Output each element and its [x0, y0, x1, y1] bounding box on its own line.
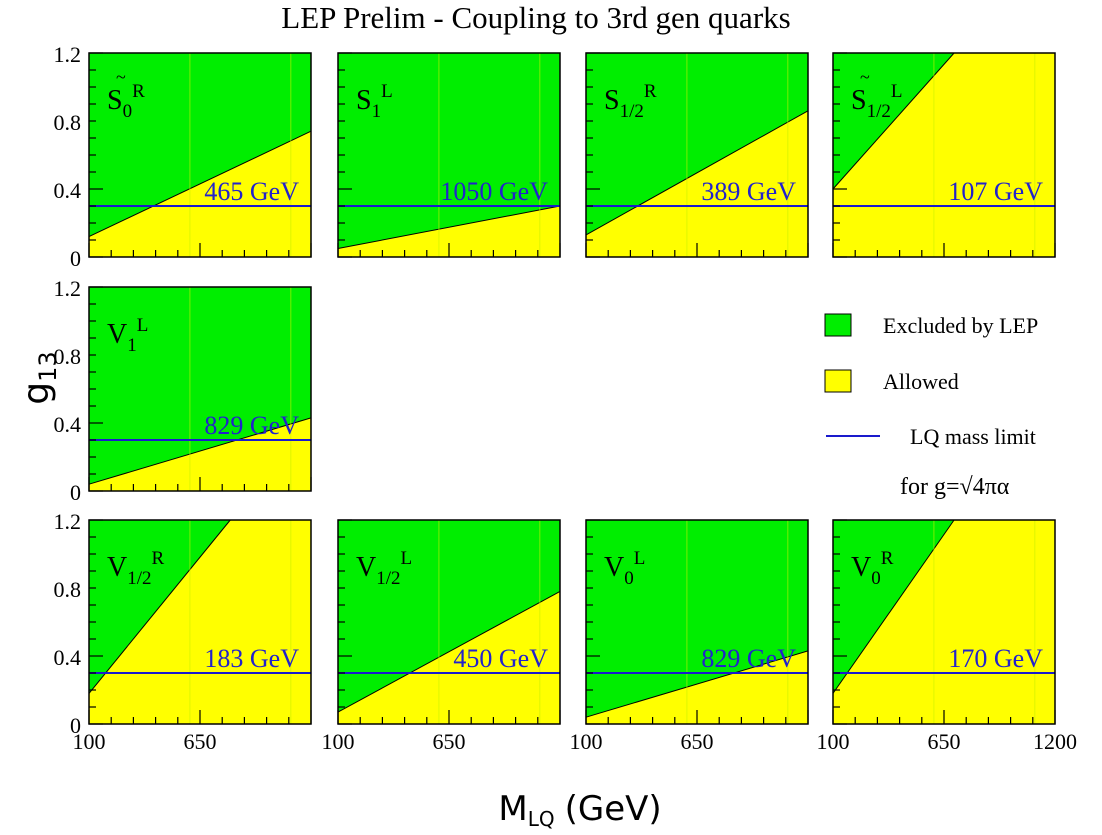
x-tick-label: 650	[681, 729, 714, 754]
y-tick-label: 0.8	[54, 110, 82, 135]
x-tick-label: 100	[570, 729, 603, 754]
y-tick-label: 0	[70, 480, 81, 505]
y-tick-label: 1.2	[54, 42, 82, 67]
y-axis-title: g13	[16, 351, 62, 404]
y-tick-label: 1.2	[54, 509, 82, 534]
x-tick-label: 650	[433, 729, 466, 754]
y-tick-label: 0.8	[54, 577, 82, 602]
mass-limit-label: 1050 GeV	[440, 177, 548, 206]
legend-label-limit: LQ mass limit	[910, 424, 1036, 449]
legend: Excluded by LEP Allowed LQ mass limit fo…	[825, 313, 1038, 500]
x-tick-label: 650	[184, 729, 217, 754]
y-axis-title-sub: 13	[34, 351, 62, 382]
mass-limit-label: 170 GeV	[948, 644, 1043, 673]
y-axis-title-main: g	[16, 382, 57, 405]
x-tick-label: 100	[817, 729, 850, 754]
svg-text:g13: g13	[16, 351, 62, 404]
x-tick-label: 1200	[1033, 729, 1077, 754]
legend-note: for g=√4πα	[900, 474, 1010, 500]
y-tick-label: 1.2	[54, 276, 82, 301]
x-tick-label: 650	[928, 729, 961, 754]
tilde-mark: ~	[116, 67, 126, 87]
mass-limit-label: 829 GeV	[701, 644, 796, 673]
svg-text:MLQ(GeV): MLQ (GeV)	[498, 789, 661, 831]
tilde-mark: ~	[860, 67, 870, 87]
x-axis-title-main: M	[498, 789, 527, 829]
mass-limit-label: 389 GeV	[701, 177, 796, 206]
y-tick-label: 0.4	[54, 412, 82, 437]
x-tick-label: 100	[73, 729, 106, 754]
x-tick-label: 100	[322, 729, 355, 754]
mass-limit-label: 465 GeV	[204, 177, 299, 206]
x-axis-title-sub: LQ	[528, 807, 555, 831]
x-axis-title-unit: (GeV)	[565, 789, 662, 829]
legend-label-excluded: Excluded by LEP	[883, 313, 1038, 338]
y-tick-label: 0	[70, 246, 81, 271]
mass-limit-label: 450 GeV	[453, 644, 548, 673]
mass-limit-label: 183 GeV	[204, 644, 299, 673]
legend-swatch-excluded	[825, 314, 851, 336]
legend-label-allowed: Allowed	[883, 369, 959, 394]
x-axis-title: MLQ (GeV)	[498, 789, 661, 831]
legend-swatch-allowed	[825, 370, 851, 392]
y-tick-label: 0.4	[54, 178, 82, 203]
mass-limit-label: 107 GeV	[948, 177, 1043, 206]
mass-limit-label: 829 GeV	[204, 411, 299, 440]
y-tick-label: 0.4	[54, 645, 82, 670]
chart-title: LEP Prelim - Coupling to 3rd gen quarks	[281, 0, 790, 35]
